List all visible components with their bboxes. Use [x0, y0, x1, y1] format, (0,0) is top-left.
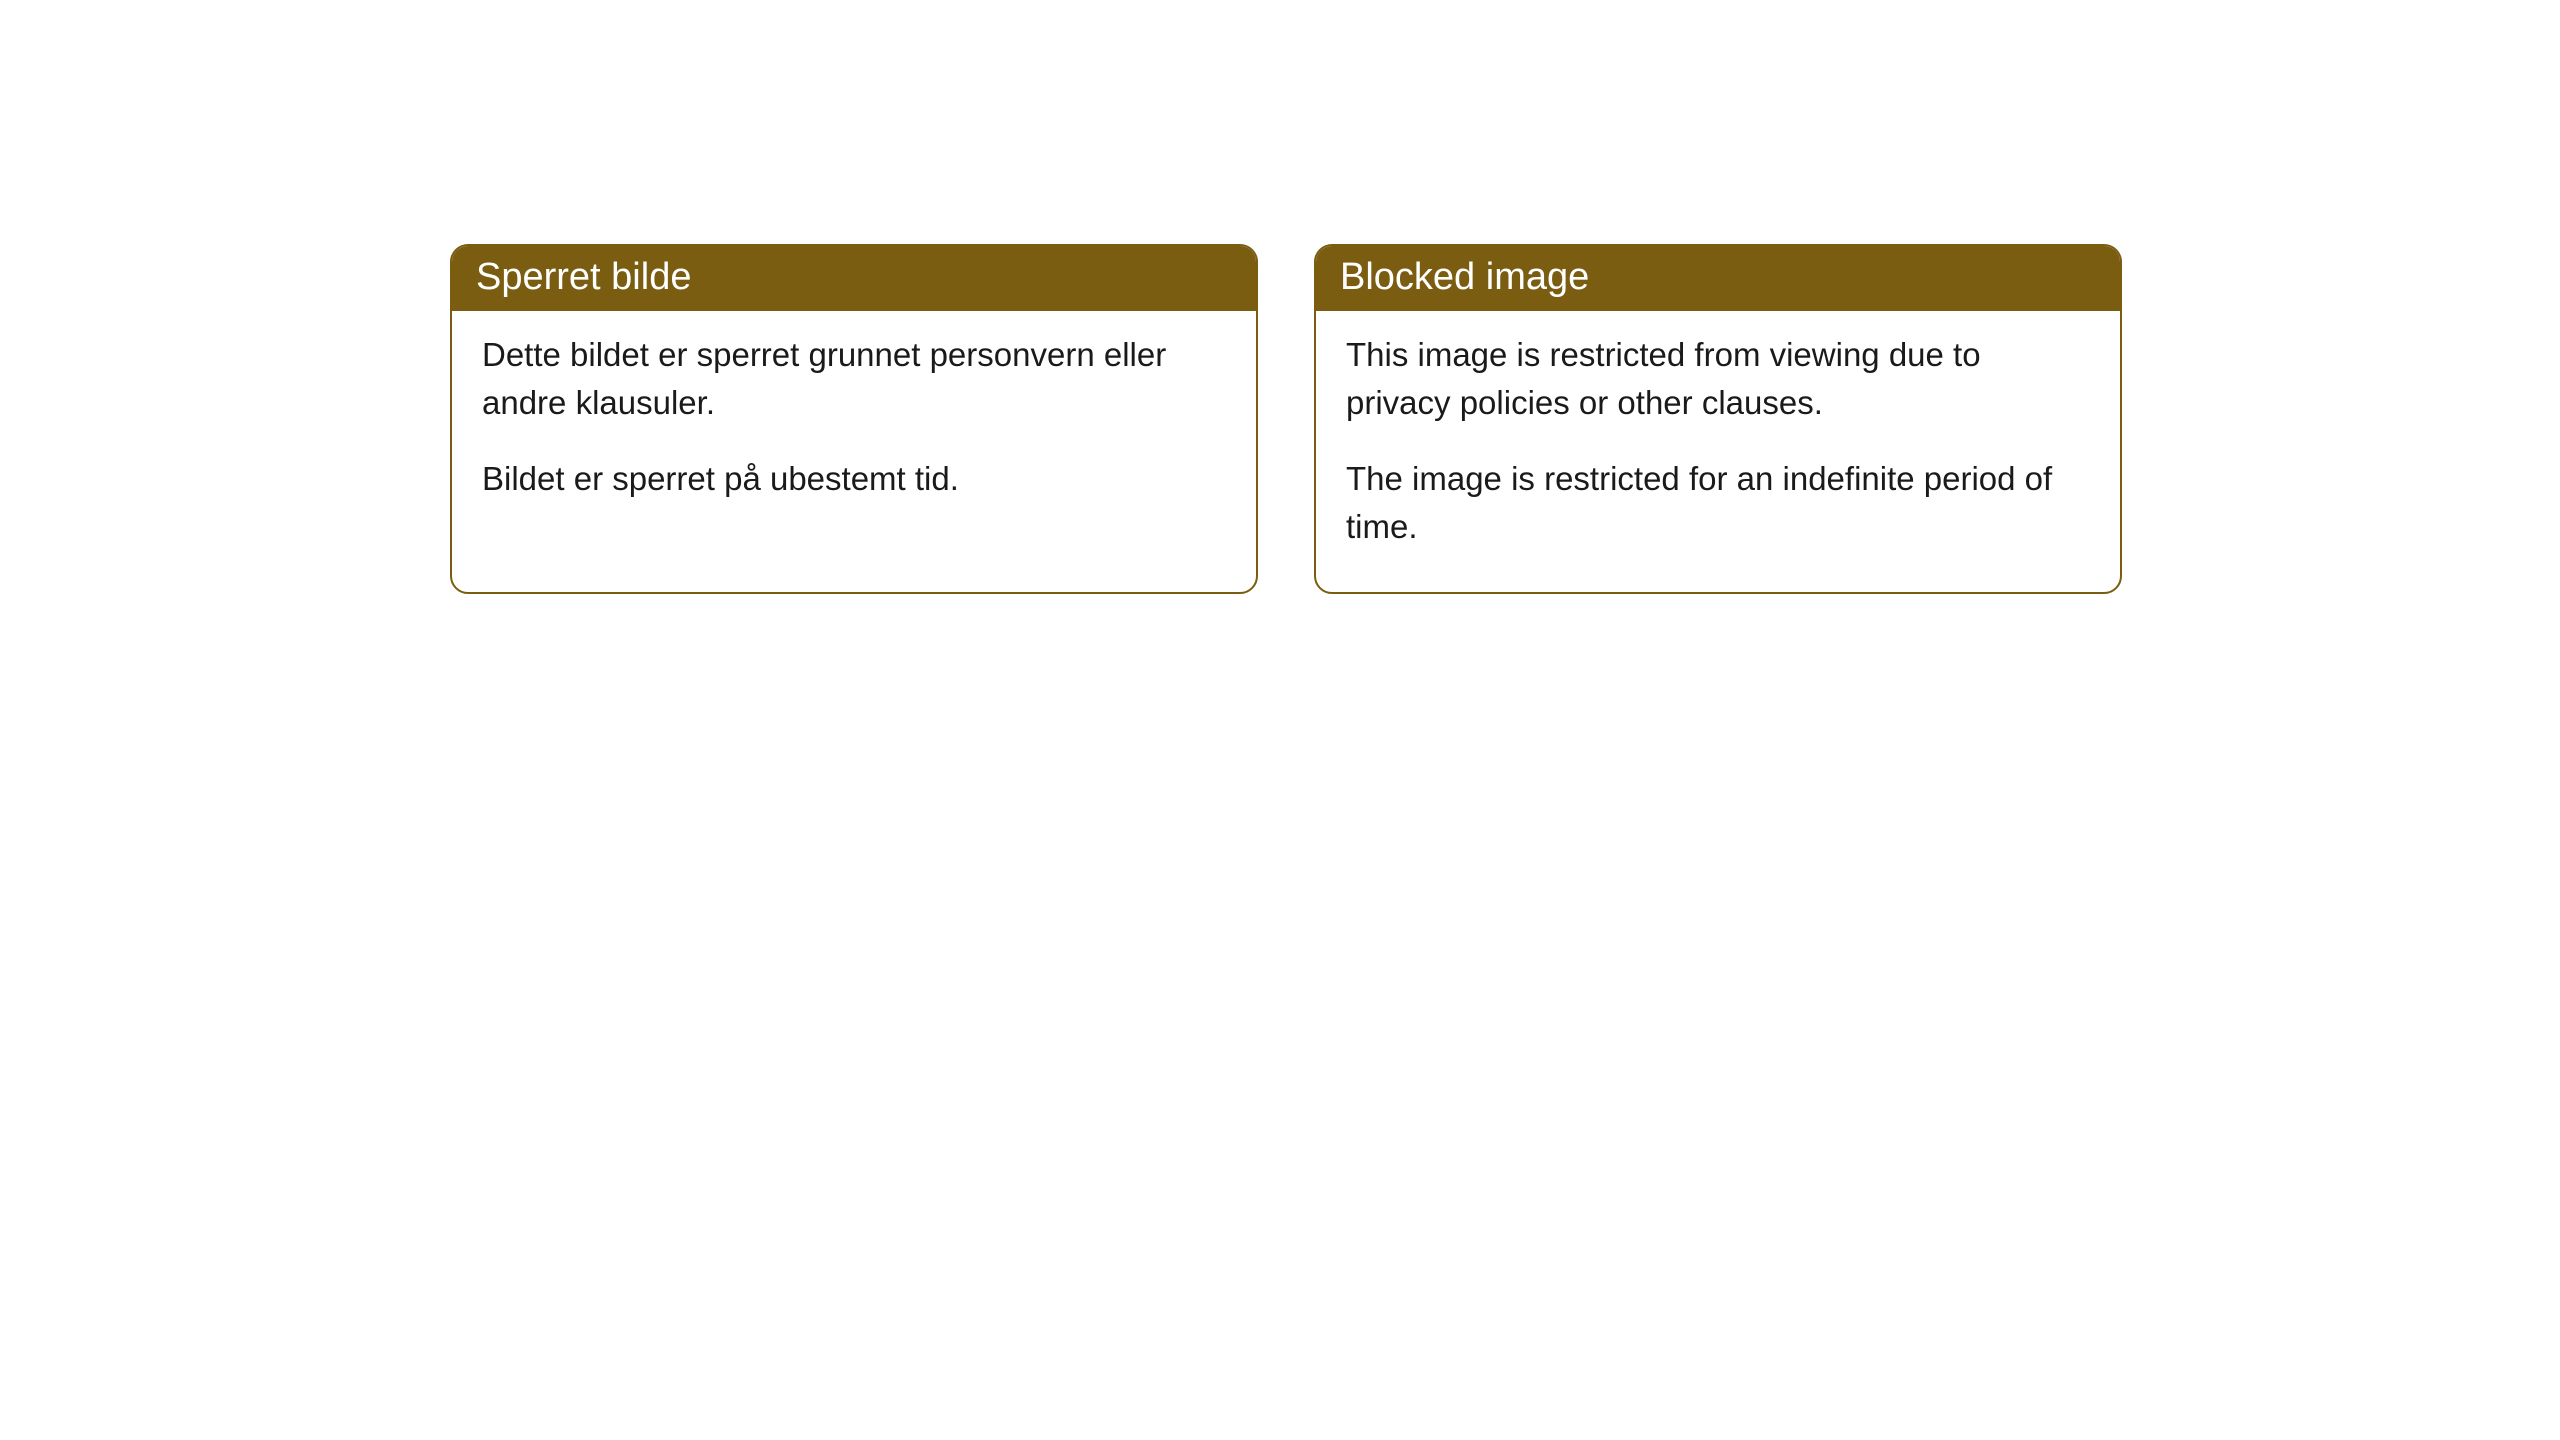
card-body: Dette bildet er sperret grunnet personve…	[452, 311, 1256, 545]
notice-paragraph: Bildet er sperret på ubestemt tid.	[482, 455, 1226, 503]
card-body: This image is restricted from viewing du…	[1316, 311, 2120, 592]
notice-card-norwegian: Sperret bilde Dette bildet er sperret gr…	[450, 244, 1258, 594]
card-header: Sperret bilde	[452, 246, 1256, 311]
notice-paragraph: Dette bildet er sperret grunnet personve…	[482, 331, 1226, 427]
notice-cards-container: Sperret bilde Dette bildet er sperret gr…	[450, 244, 2122, 594]
card-header: Blocked image	[1316, 246, 2120, 311]
notice-paragraph: The image is restricted for an indefinit…	[1346, 455, 2090, 551]
notice-card-english: Blocked image This image is restricted f…	[1314, 244, 2122, 594]
notice-paragraph: This image is restricted from viewing du…	[1346, 331, 2090, 427]
